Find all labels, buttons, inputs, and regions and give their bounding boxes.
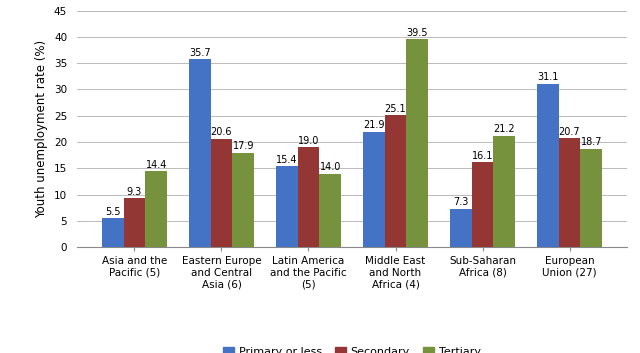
Text: 20.7: 20.7 — [559, 127, 580, 137]
Bar — [102, 218, 124, 247]
Bar — [385, 115, 406, 247]
Bar — [124, 198, 145, 247]
Bar — [276, 166, 298, 247]
Text: 19.0: 19.0 — [298, 136, 319, 146]
Text: 14.0: 14.0 — [319, 162, 341, 172]
Bar — [189, 59, 211, 247]
Text: 35.7: 35.7 — [189, 48, 211, 58]
Text: 7.3: 7.3 — [453, 197, 468, 207]
Text: 31.1: 31.1 — [537, 72, 559, 82]
Bar — [450, 209, 472, 247]
Text: 9.3: 9.3 — [127, 187, 142, 197]
Text: 21.9: 21.9 — [363, 120, 385, 130]
Bar — [537, 84, 559, 247]
Legend: Primary or less, Secondary, Tertiary: Primary or less, Secondary, Tertiary — [219, 342, 485, 353]
Bar — [559, 138, 580, 247]
Text: 16.1: 16.1 — [472, 151, 493, 161]
Bar — [211, 139, 232, 247]
Bar — [472, 162, 493, 247]
Text: 5.5: 5.5 — [105, 207, 120, 217]
Text: 21.2: 21.2 — [493, 124, 515, 134]
Bar — [363, 132, 385, 247]
Bar — [145, 172, 167, 247]
Bar — [406, 40, 428, 247]
Bar — [580, 149, 602, 247]
Bar — [298, 147, 319, 247]
Y-axis label: Youth unemployment rate (%): Youth unemployment rate (%) — [35, 40, 48, 218]
Bar — [319, 174, 341, 247]
Bar — [232, 153, 254, 247]
Text: 25.1: 25.1 — [385, 103, 406, 114]
Text: 20.6: 20.6 — [211, 127, 232, 137]
Text: 17.9: 17.9 — [232, 142, 254, 151]
Text: 39.5: 39.5 — [406, 28, 428, 38]
Text: 14.4: 14.4 — [145, 160, 167, 170]
Bar — [493, 136, 515, 247]
Text: 15.4: 15.4 — [276, 155, 298, 164]
Text: 18.7: 18.7 — [580, 137, 602, 147]
